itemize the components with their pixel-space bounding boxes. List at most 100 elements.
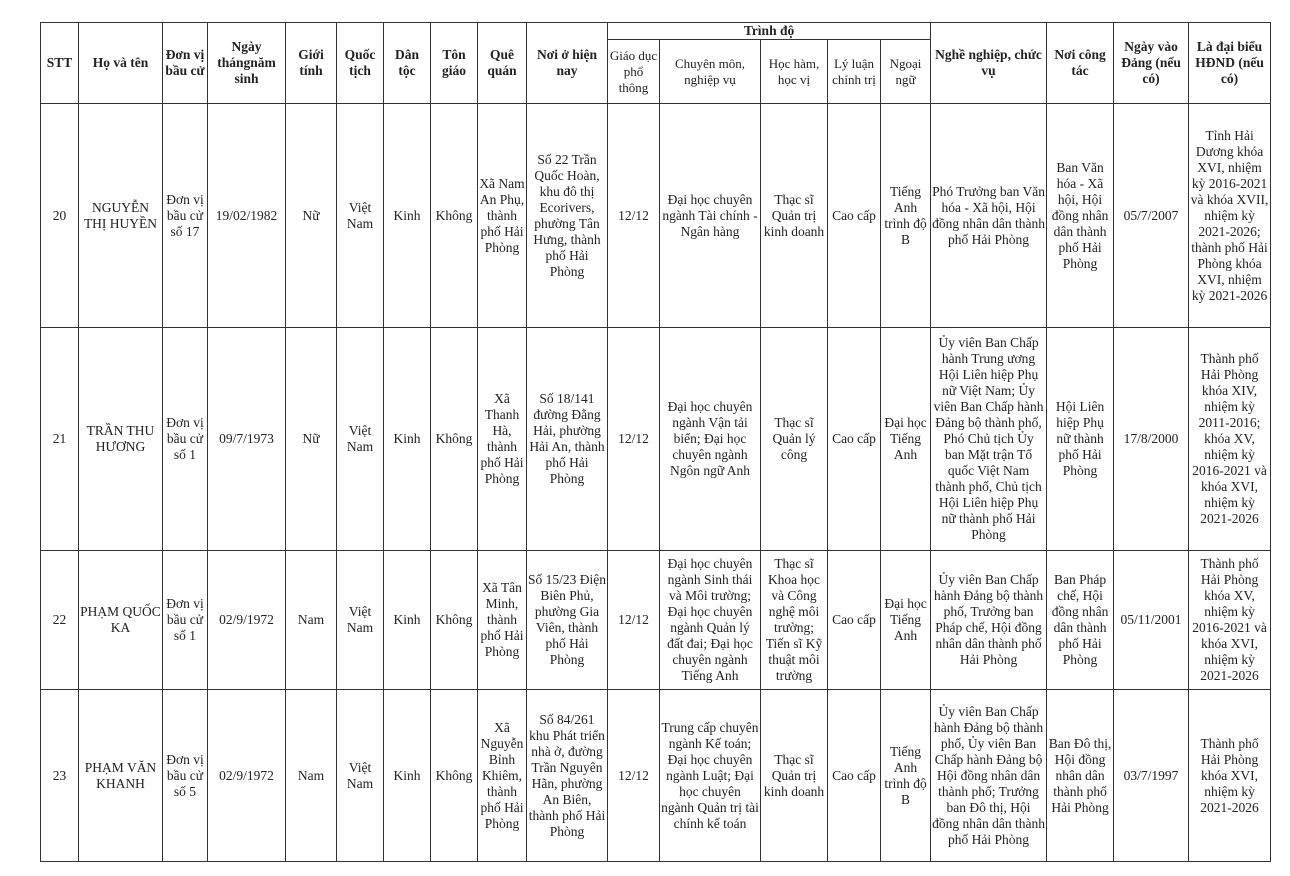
header-degree: Học hàm, học vị bbox=[760, 39, 828, 104]
cell-ethnicity: Kinh bbox=[383, 550, 431, 690]
cell-language: Tiếng Anh trình độ B bbox=[879, 103, 932, 328]
cell-council: Thành phố Hải Phòng khóa XVI, nhiệm kỳ 2… bbox=[1188, 689, 1272, 862]
cell-gender: Nam bbox=[285, 550, 337, 690]
cell-occupation: Ủy viên Ban Chấp hành Đảng bộ thành phố,… bbox=[930, 550, 1048, 690]
cell-dob: 09/7/1973 bbox=[207, 327, 286, 551]
header-occupation: Nghề nghiệp, chức vụ bbox=[930, 22, 1048, 104]
header-name: Họ và tên bbox=[78, 22, 163, 104]
cell-hometown: Xã Nam An Phụ, thành phố Hải Phòng bbox=[477, 103, 527, 328]
cell-workplace: Ban Đô thị, Hội đồng nhân dân thành phố … bbox=[1046, 689, 1115, 862]
cell-dob: 19/02/1982 bbox=[207, 103, 286, 328]
cell-political: Cao cấp bbox=[827, 550, 881, 690]
cell-name: TRẦN THU HƯƠNG bbox=[78, 327, 163, 551]
cell-name: PHẠM VĂN KHANH bbox=[78, 689, 163, 862]
cell-gender: Nữ bbox=[285, 103, 337, 328]
cell-council: Thành phố Hải Phòng khóa XV, nhiệm kỳ 20… bbox=[1188, 550, 1272, 690]
cell-occupation: Ủy viên Ban Chấp hành Đảng bộ thành phố,… bbox=[930, 689, 1048, 862]
cell-specialty: Trung cấp chuyên ngành Kế toán; Đại học … bbox=[659, 689, 761, 862]
cell-political: Cao cấp bbox=[827, 689, 881, 862]
cell-name: NGUYỄN THỊ HUYỀN bbox=[78, 103, 163, 328]
header-unit: Đơn vị bầu cử bbox=[162, 22, 208, 104]
header-gender: Giới tính bbox=[285, 22, 337, 104]
header-workplace: Nơi công tác bbox=[1046, 22, 1115, 104]
cell-council: Tỉnh Hải Dương khóa XVI, nhiệm kỳ 2016-2… bbox=[1188, 103, 1272, 328]
cell-hometown: Xã Nguyễn Bỉnh Khiêm, thành phố Hải Phòn… bbox=[477, 689, 527, 862]
header-education-group: Trình độ bbox=[606, 22, 932, 40]
cell-unit: Đơn vị bầu cử số 1 bbox=[162, 327, 208, 551]
cell-religion: Không bbox=[430, 327, 478, 551]
cell-name: PHẠM QUỐC KA bbox=[78, 550, 163, 690]
cell-stt: 21 bbox=[40, 327, 79, 551]
cell-nationality: Việt Nam bbox=[336, 103, 384, 328]
table-row: 22 PHẠM QUỐC KA Đơn vị bầu cử số 1 02/9/197… bbox=[40, 550, 1272, 690]
cell-hometown: Xã Thanh Hà, thành phố Hải Phòng bbox=[477, 327, 527, 551]
cell-general-edu: 12/12 bbox=[607, 103, 660, 328]
cell-council: Thành phố Hải Phòng khóa XIV, nhiệm kỳ 2… bbox=[1188, 327, 1272, 551]
cell-residence: Số 22 Trần Quốc Hoàn, khu đô thị Ecorive… bbox=[526, 103, 608, 328]
header-hometown: Quê quán bbox=[477, 22, 527, 104]
cell-nationality: Việt Nam bbox=[336, 689, 384, 862]
header-specialty: Chuyên môn, nghiệp vụ bbox=[659, 39, 761, 104]
header-nationality: Quốc tịch bbox=[336, 22, 384, 104]
cell-party-date: 05/11/2001 bbox=[1113, 550, 1190, 690]
cell-religion: Không bbox=[430, 103, 478, 328]
cell-residence: Số 18/141 đường Đằng Hải, phường Hải An,… bbox=[526, 327, 608, 551]
cell-workplace: Hội Liên hiệp Phụ nữ thành phố Hải Phòng bbox=[1046, 327, 1115, 551]
cell-degree: Thạc sĩ Khoa học và Công nghệ môi trường… bbox=[760, 550, 828, 690]
cell-nationality: Việt Nam bbox=[336, 550, 384, 690]
cell-ethnicity: Kinh bbox=[383, 327, 431, 551]
cell-degree: Thạc sĩ Quản trị kinh doanh bbox=[760, 103, 828, 328]
header-council: Là đại biểu HĐND (nếu có) bbox=[1188, 22, 1272, 104]
cell-party-date: 05/7/2007 bbox=[1113, 103, 1190, 328]
cell-unit: Đơn vị bầu cử số 1 bbox=[162, 550, 208, 690]
cell-dob: 02/9/1972 bbox=[207, 689, 286, 862]
cell-unit: Đơn vị bầu cử số 5 bbox=[162, 689, 208, 862]
header-general-edu: Giáo dục phổ thông bbox=[607, 39, 660, 104]
cell-degree: Thạc sĩ Quản lý công bbox=[760, 327, 828, 551]
cell-gender: Nữ bbox=[285, 327, 337, 551]
cell-workplace: Ban Pháp chế, Hội đồng nhân dân thành ph… bbox=[1046, 550, 1115, 690]
header-residence: Nơi ở hiện nay bbox=[526, 22, 608, 104]
header-stt: STT bbox=[40, 22, 79, 104]
candidate-table: STT Họ và tên Đơn vị bầu cử Ngày thángnă… bbox=[40, 22, 1272, 862]
cell-hometown: Xã Tân Minh, thành phố Hải Phòng bbox=[477, 550, 527, 690]
cell-political: Cao cấp bbox=[827, 327, 881, 551]
cell-language: Đại học Tiếng Anh bbox=[879, 327, 932, 551]
header-language: Ngoại ngữ bbox=[879, 39, 932, 104]
cell-stt: 23 bbox=[40, 689, 79, 862]
cell-ethnicity: Kinh bbox=[383, 689, 431, 862]
cell-stt: 22 bbox=[40, 550, 79, 690]
cell-general-edu: 12/12 bbox=[607, 327, 660, 551]
cell-unit: Đơn vị bầu cử số 17 bbox=[162, 103, 208, 328]
cell-general-edu: 12/12 bbox=[607, 689, 660, 862]
header-party-date: Ngày vào Đảng (nếu có) bbox=[1113, 22, 1190, 104]
cell-occupation: Ủy viên Ban Chấp hành Trung ương Hội Liê… bbox=[930, 327, 1048, 551]
cell-language: Đại học Tiếng Anh bbox=[879, 550, 932, 690]
cell-language: Tiếng Anh trình độ B bbox=[879, 689, 932, 862]
cell-specialty: Đại học chuyên ngành Sinh thái và Môi tr… bbox=[659, 550, 761, 690]
table-row: 20 NGUYỄN THỊ HUYỀN Đơn vị bầu cử số 17 19/… bbox=[40, 103, 1272, 328]
cell-residence: Số 15/23 Điện Biên Phủ, phường Gia Viên,… bbox=[526, 550, 608, 690]
cell-workplace: Ban Văn hóa - Xã hội, Hội đồng nhân dân … bbox=[1046, 103, 1115, 328]
header-dob: Ngày thángnăm sinh bbox=[207, 22, 286, 104]
cell-degree: Thạc sĩ Quản trị kinh doanh bbox=[760, 689, 828, 862]
header-religion: Tôn giáo bbox=[430, 22, 478, 104]
header-ethnicity: Dân tộc bbox=[383, 22, 431, 104]
cell-stt: 20 bbox=[40, 103, 79, 328]
cell-ethnicity: Kinh bbox=[383, 103, 431, 328]
cell-residence: Số 84/261 khu Phát triển nhà ở, đường Tr… bbox=[526, 689, 608, 862]
cell-party-date: 03/7/1997 bbox=[1113, 689, 1190, 862]
cell-specialty: Đại học chuyên ngành Vận tải biển; Đại h… bbox=[659, 327, 761, 551]
cell-political: Cao cấp bbox=[827, 103, 881, 328]
cell-religion: Không bbox=[430, 689, 478, 862]
cell-occupation: Phó Trưởng ban Văn hóa - Xã hội, Hội đồn… bbox=[930, 103, 1048, 328]
table-row: 23 PHẠM VĂN KHANH Đơn vị bầu cử số 5 02/9/1… bbox=[40, 689, 1272, 862]
cell-party-date: 17/8/2000 bbox=[1113, 327, 1190, 551]
table-row: 21 TRẦN THU HƯƠNG Đơn vị bầu cử số 1 09/7/1… bbox=[40, 327, 1272, 551]
cell-nationality: Việt Nam bbox=[336, 327, 384, 551]
cell-specialty: Đại học chuyên ngành Tài chính - Ngân hà… bbox=[659, 103, 761, 328]
cell-gender: Nam bbox=[285, 689, 337, 862]
cell-dob: 02/9/1972 bbox=[207, 550, 286, 690]
header-political: Lý luận chính trị bbox=[827, 39, 881, 104]
cell-religion: Không bbox=[430, 550, 478, 690]
